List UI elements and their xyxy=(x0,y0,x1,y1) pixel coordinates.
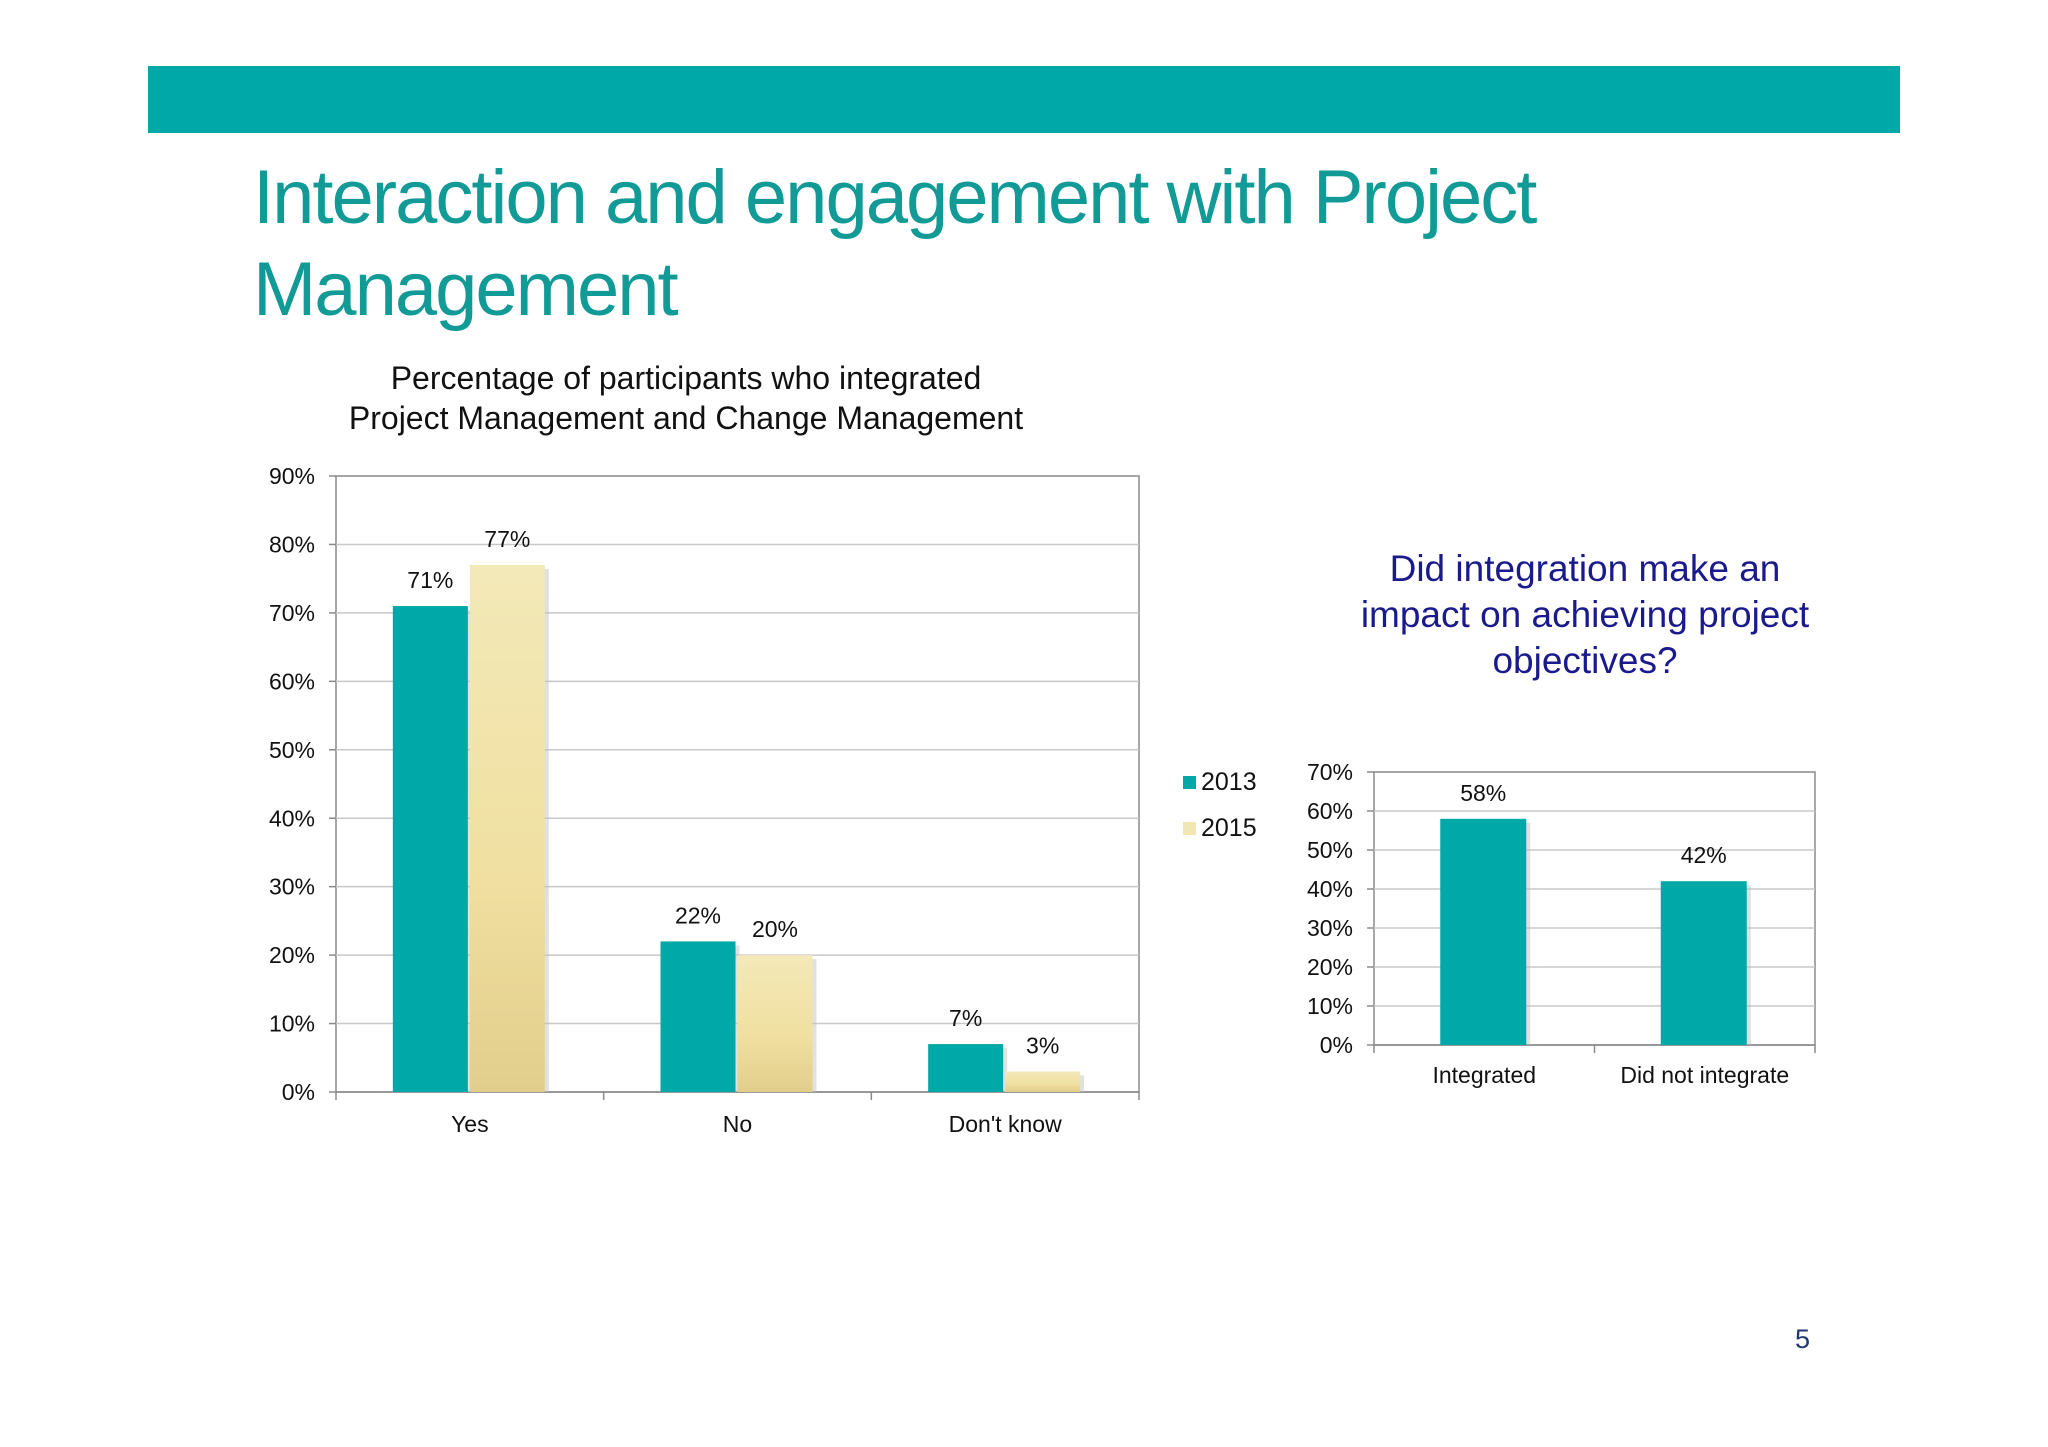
legend-item-2013: 2013 xyxy=(1183,759,1257,805)
chart2-title-line-3: objectives? xyxy=(1492,640,1678,681)
legend-label-2015: 2015 xyxy=(1201,813,1257,842)
chart1-data-label: 77% xyxy=(484,526,530,552)
chart1-bar-2013 xyxy=(660,941,736,1092)
chart1-title-line-2: Project Management and Change Management xyxy=(348,400,1024,436)
chart1-x-category-label: Yes xyxy=(451,1111,489,1137)
chart2-bar-value xyxy=(1440,818,1527,1045)
chart2-y-tick-label: 70% xyxy=(1307,759,1353,785)
chart2-y-tick-label: 20% xyxy=(1307,954,1353,980)
chart2-title-line-1: Did integration make an xyxy=(1389,548,1781,589)
chart1-data-label: 71% xyxy=(407,567,453,593)
chart2-y-tick-label: 50% xyxy=(1307,837,1353,863)
slide-title: Interaction and engagement with Project … xyxy=(253,152,1753,336)
chart1-data-label: 20% xyxy=(752,916,798,942)
chart1-title: Percentage of participants who integrate… xyxy=(286,358,1086,438)
chart1-y-tick-label: 0% xyxy=(282,1079,315,1105)
chart2-y-tick-label: 0% xyxy=(1320,1032,1353,1058)
chart1-data-label: 7% xyxy=(949,1005,982,1031)
chart2-title: Did integration make an impact on achiev… xyxy=(1300,546,1870,684)
legend-label-2013: 2013 xyxy=(1201,767,1257,796)
chart1-x-category-label: No xyxy=(723,1111,752,1137)
legend-swatch-2015 xyxy=(1183,821,1196,835)
chart1-bar-2013 xyxy=(928,1044,1004,1092)
chart1-data-label: 22% xyxy=(675,902,721,928)
page-number: 5 xyxy=(1795,1324,1811,1354)
chart1-y-tick-label: 40% xyxy=(269,805,315,831)
slide-title-line-2: Management xyxy=(253,247,679,332)
chart1-y-tick-label: 30% xyxy=(269,874,315,900)
chart1-data-label: 3% xyxy=(1026,1032,1059,1058)
chart1-y-tick-label: 20% xyxy=(269,942,315,968)
header-accent-bar xyxy=(148,66,1900,133)
legend-swatch-2013 xyxy=(1183,775,1196,789)
chart2-y-tick-label: 60% xyxy=(1307,798,1353,824)
chart2-x-category-label: Did not integrate xyxy=(1620,1062,1789,1088)
chart2-data-label: 42% xyxy=(1681,842,1727,868)
chart1-bar-2013 xyxy=(392,606,468,1092)
chart1-y-tick-label: 70% xyxy=(269,600,315,626)
chart1-bar-2015 xyxy=(737,955,813,1092)
chart1-y-tick-label: 90% xyxy=(269,463,315,489)
chart2-data-label: 58% xyxy=(1460,780,1506,806)
slide-title-line-1: Interaction and engagement with Project xyxy=(253,155,1537,240)
chart1-title-line-1: Percentage of participants who integrate… xyxy=(390,360,982,396)
chart2-title-line-2: impact on achieving project xyxy=(1360,594,1810,635)
chart2-bar-value xyxy=(1660,881,1747,1045)
chart1-y-tick-label: 50% xyxy=(269,737,315,763)
chart1-legend: 2013 2015 xyxy=(1183,759,1257,851)
chart1-bar-2015 xyxy=(1005,1071,1081,1092)
chart2-y-tick-label: 10% xyxy=(1307,993,1353,1019)
chart1-y-tick-label: 10% xyxy=(269,1011,315,1037)
chart2-x-category-label: Integrated xyxy=(1432,1062,1536,1088)
chart2-y-tick-label: 40% xyxy=(1307,876,1353,902)
chart1-y-tick-label: 80% xyxy=(269,531,315,557)
legend-item-2015: 2015 xyxy=(1183,805,1257,851)
chart1-x-category-label: Don't know xyxy=(949,1111,1062,1137)
chart1-bar-2015 xyxy=(469,564,545,1092)
chart2-y-tick-label: 30% xyxy=(1307,915,1353,941)
chart1-y-tick-label: 60% xyxy=(269,668,315,694)
